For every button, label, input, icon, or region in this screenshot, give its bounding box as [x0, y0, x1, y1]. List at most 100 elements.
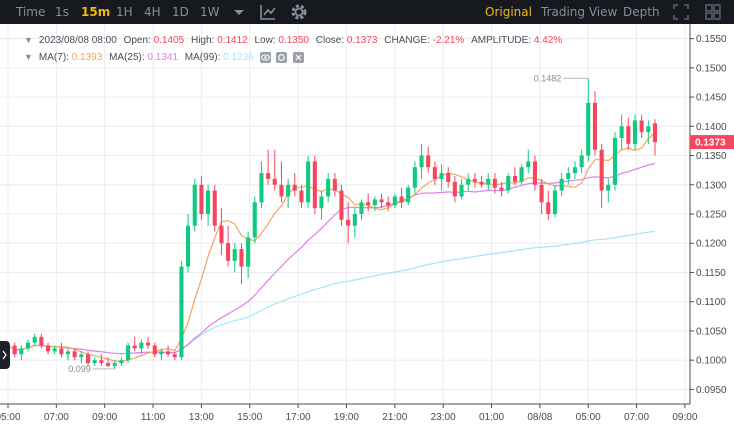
expand-icon[interactable] — [671, 2, 691, 22]
view-depth-tab[interactable]: Depth — [623, 5, 660, 19]
candle-body — [479, 181, 484, 185]
view-original-tab[interactable]: Original — [485, 5, 532, 19]
collapse-caret-icon[interactable]: ▼ — [24, 35, 33, 45]
candle-body — [439, 173, 444, 179]
grid-layout-icon[interactable] — [703, 2, 723, 22]
change-label: CHANGE: — [384, 35, 430, 46]
candle-body — [139, 342, 144, 349]
candlestick-indicator-icon[interactable] — [258, 2, 278, 22]
candle-body — [132, 345, 137, 349]
candle-body — [312, 161, 317, 209]
candle-body — [332, 178, 337, 191]
x-tick-label: 05:00 — [0, 412, 21, 423]
change-value: -2.21% — [432, 35, 465, 46]
candle-body — [299, 190, 304, 203]
x-tick-label: 23:00 — [431, 412, 456, 423]
close-icon[interactable] — [293, 52, 305, 63]
interval-1d[interactable]: 1D — [172, 5, 189, 19]
open-value: 0.1405 — [153, 35, 185, 46]
candle-body — [79, 354, 84, 358]
candle-body — [246, 237, 251, 267]
candle-body — [226, 243, 231, 261]
candle-body — [539, 184, 544, 203]
y-tick-label: 0.1100 — [696, 297, 726, 308]
candle-body — [166, 351, 171, 355]
candle-body — [552, 190, 557, 214]
candle-body — [272, 178, 277, 185]
candle-body — [632, 120, 637, 144]
candle-body — [92, 360, 97, 364]
time-label[interactable]: Time — [16, 5, 46, 19]
candle-body — [486, 178, 491, 185]
x-tick-label: 17:00 — [286, 412, 311, 423]
interval-4h[interactable]: 4H — [144, 5, 161, 19]
low-value: 0.1350 — [278, 35, 309, 46]
candle-body — [152, 345, 157, 355]
candle-body — [546, 202, 551, 214]
candle-body — [512, 176, 517, 182]
candle-body — [432, 167, 437, 179]
x-tick-label: 13:00 — [189, 412, 214, 423]
interval-15m[interactable]: 15m — [81, 5, 111, 19]
candle-body — [66, 351, 71, 355]
candle-body — [32, 336, 37, 343]
candle-body — [592, 102, 597, 150]
candle-body — [406, 187, 411, 203]
ma7-label: MA(7): — [38, 52, 69, 64]
x-axis: 05:00 07:00 09:00 11:00 13:00 15:00 17:00 19:00… — [0, 403, 698, 423]
candle-body — [392, 196, 397, 206]
candle-body — [619, 126, 624, 138]
info-date: 2023/08/08 08:00 — [38, 35, 117, 46]
eye-icon[interactable] — [259, 52, 271, 63]
candle-body — [19, 348, 24, 355]
candle-body — [146, 342, 151, 346]
candle-body — [639, 120, 644, 133]
candle-body — [386, 202, 391, 206]
x-tick-label: 07:00 — [624, 412, 649, 423]
open-label: Open: — [123, 35, 151, 46]
ma99-label: MA(99): — [184, 52, 221, 64]
candle-body — [72, 351, 77, 358]
ma-caret-icon[interactable]: ▼ — [24, 52, 33, 63]
y-tick-label: 0.1200 — [696, 239, 727, 250]
candle-body — [99, 360, 104, 364]
candle-body — [646, 126, 651, 133]
candle-body — [566, 173, 571, 179]
high-value: 0.1412 — [217, 35, 248, 46]
interval-1h[interactable]: 1H — [116, 5, 133, 19]
candle-body — [212, 190, 217, 226]
candle-body — [306, 161, 311, 203]
side-panel-handle[interactable] — [0, 341, 10, 369]
candle-body — [266, 173, 271, 179]
candle-body — [192, 184, 197, 226]
view-tradingview-tab[interactable]: Trading View — [541, 5, 618, 19]
candle-body — [86, 354, 91, 364]
candle-body — [506, 176, 511, 191]
settings-small-icon[interactable] — [276, 52, 288, 63]
candle-body — [106, 363, 111, 366]
y-tick-label: 0.1450 — [696, 93, 727, 104]
x-tick-label: 07:00 — [44, 412, 69, 423]
candle-body — [159, 351, 164, 355]
ma7-value: 0.1393 — [71, 52, 103, 64]
chevron-right-icon — [2, 350, 7, 360]
candle-body — [252, 202, 257, 238]
candlestick-chart[interactable]: 0.1550 0.1500 0.1450 0.1400 0.1350 0.1300 0.12… — [0, 24, 734, 426]
candle-body — [452, 181, 457, 197]
candle-body — [612, 138, 617, 185]
candle-body — [259, 173, 264, 203]
y-tick-label: 0.1550 — [696, 34, 727, 45]
candle-body — [426, 155, 431, 168]
caret-down-icon[interactable] — [229, 2, 249, 22]
annotations: 0.1482 0.099 0.1373 — [68, 73, 734, 374]
candle-body — [599, 149, 604, 191]
interval-1s[interactable]: 1s — [55, 5, 69, 19]
candle-body — [119, 360, 124, 364]
gear-icon[interactable] — [289, 2, 309, 22]
ma7-line — [7, 132, 656, 363]
x-tick-label: 19:00 — [334, 412, 359, 423]
interval-1w[interactable]: 1W — [200, 5, 220, 19]
candle-body — [472, 178, 477, 182]
candle-body — [286, 184, 291, 197]
candle-body — [372, 199, 377, 206]
